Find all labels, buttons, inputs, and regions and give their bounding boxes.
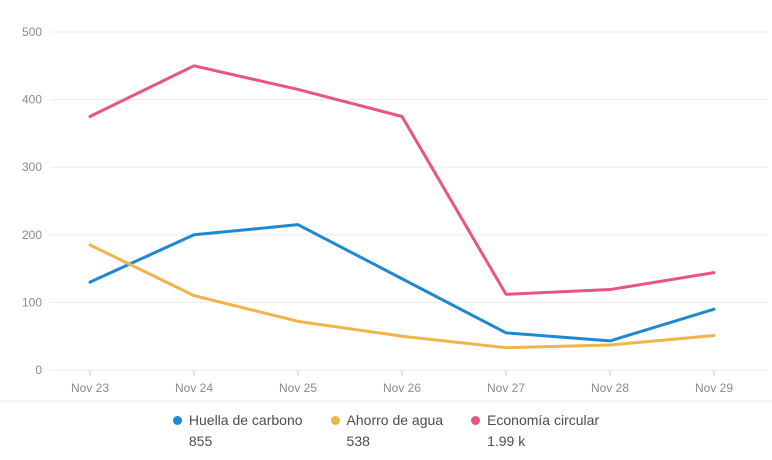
x-axis-label: Nov 29 <box>695 381 733 395</box>
legend-label: Ahorro de agua <box>346 412 444 428</box>
legend-label: Economía circular <box>487 412 600 428</box>
y-axis-tick-label: 0 <box>35 363 42 377</box>
y-axis-tick-label: 200 <box>22 228 42 242</box>
y-axis-tick-label: 400 <box>22 93 42 107</box>
y-axis-tick-label: 300 <box>22 160 42 174</box>
legend-dot-huella-de-carbono-icon <box>172 416 182 425</box>
series-line-huella-de-carbono[interactable] <box>88 223 716 343</box>
chart-legend: Huella de carbono 855 Ahorro de agua 538… <box>0 411 772 451</box>
legend-item-ahorro-de-agua[interactable]: Ahorro de agua 538 <box>330 411 444 451</box>
legend-dot-economia-circular-icon <box>471 416 481 425</box>
legend-dot-ahorro-de-agua-icon <box>330 416 340 425</box>
x-axis-label: Nov 26 <box>383 381 421 395</box>
x-axis-label: Nov 25 <box>279 381 317 395</box>
x-axis-label: Nov 28 <box>591 381 629 395</box>
legend-value: 855 <box>188 433 213 449</box>
legend-value: 1.99 k <box>487 433 526 449</box>
x-axis-label: Nov 23 <box>71 381 109 395</box>
series-line-ahorro-de-agua[interactable] <box>88 243 716 350</box>
legend-item-economia-circular[interactable]: Economía circular 1.99 k <box>471 411 599 451</box>
line-chart: 0 100 200 300 400 500 Nov 23 Nov 24 Nov 25 Nov 26… <box>0 25 772 402</box>
x-axis-label: Nov 27 <box>487 381 525 395</box>
y-axis-tick-label: 100 <box>22 295 42 309</box>
series-line-economia-circular[interactable] <box>88 64 716 296</box>
legend-value: 538 <box>346 433 370 449</box>
legend-item-huella-de-carbono[interactable]: Huella de carbono 855 <box>172 411 303 451</box>
x-axis-label: Nov 24 <box>175 381 213 395</box>
legend-label: Huella de carbono <box>188 412 303 428</box>
y-axis-tick-label: 500 <box>22 25 42 39</box>
